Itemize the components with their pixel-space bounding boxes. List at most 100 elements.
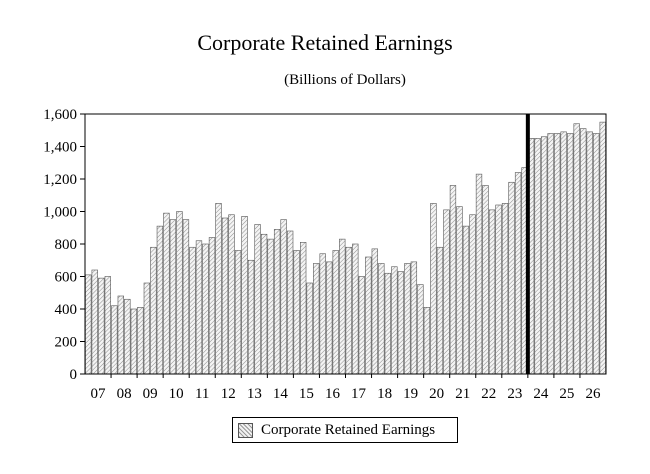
y-tick-label: 400	[55, 302, 78, 318]
bar	[547, 133, 554, 375]
chart-subtitle: (Billions of Dollars)	[284, 72, 406, 88]
bar	[215, 203, 222, 375]
bar	[580, 128, 587, 375]
y-tick-label: 0	[70, 367, 78, 383]
bar	[345, 246, 352, 375]
bar	[397, 271, 405, 375]
x-tick-label: 11	[195, 386, 209, 402]
bar	[169, 219, 177, 375]
bar	[150, 246, 157, 375]
x-tick-label: 07	[91, 386, 107, 402]
bar	[495, 204, 502, 375]
bar	[98, 277, 105, 375]
bar	[267, 238, 274, 375]
x-tick-label: 12	[221, 386, 236, 402]
bar	[228, 214, 235, 375]
bar	[221, 217, 229, 375]
bar	[423, 307, 431, 375]
y-tick-label: 1,400	[43, 140, 77, 156]
x-tick-label: 13	[247, 386, 262, 402]
bar	[482, 185, 489, 375]
x-tick-label: 09	[143, 386, 158, 402]
bar	[319, 253, 326, 375]
bar	[378, 263, 385, 375]
legend: Corporate Retained Earnings	[232, 417, 458, 443]
plot-frame	[84, 113, 607, 375]
bar	[195, 240, 203, 375]
bar	[475, 173, 483, 375]
y-tick-label: 600	[55, 270, 78, 286]
bar-series	[85, 121, 606, 375]
bar	[280, 219, 287, 375]
bar	[417, 284, 424, 375]
bar	[553, 133, 561, 375]
plot-border	[84, 113, 607, 375]
x-tick-label: 23	[507, 386, 522, 402]
chart-title: Corporate Retained Earnings	[197, 30, 453, 55]
bar	[384, 272, 391, 375]
x-tick-label: 21	[455, 386, 470, 402]
bar	[514, 172, 522, 375]
bar	[560, 131, 567, 375]
bar	[443, 209, 450, 375]
bar	[332, 250, 339, 375]
bar	[358, 276, 365, 375]
x-tick-label: 26	[585, 386, 601, 402]
bar	[156, 225, 164, 375]
y-tick-label: 1,200	[43, 172, 77, 188]
x-axis: 07 08 09 10 11 12 13 14 15 16 17 18 19 20 21 22 23 24 25 26	[91, 374, 601, 402]
legend-swatch	[238, 422, 253, 438]
bar	[85, 274, 92, 375]
bar	[137, 307, 144, 375]
bar	[365, 256, 372, 375]
y-tick-label: 1,000	[43, 205, 77, 221]
bar	[534, 138, 541, 375]
y-axis: 0 200 400 600 800 1,000 1,200 1,400 1,600	[43, 107, 85, 383]
x-tick-label: 18	[377, 386, 392, 402]
bar	[449, 185, 457, 375]
bar	[111, 305, 118, 375]
bar	[404, 263, 411, 375]
bar	[462, 225, 470, 375]
x-tick-label: 17	[351, 386, 367, 402]
x-tick-label: 16	[325, 386, 341, 402]
bar	[339, 238, 346, 375]
bar	[508, 181, 515, 375]
legend-label: Corporate Retained Earnings	[261, 421, 436, 438]
bar	[313, 263, 320, 375]
x-tick-label: 08	[117, 386, 132, 402]
x-tick-label: 10	[169, 386, 184, 402]
bar	[430, 203, 437, 375]
bar	[488, 209, 496, 375]
bar	[599, 121, 606, 375]
bar	[501, 203, 509, 375]
bar	[306, 282, 313, 375]
bar	[391, 266, 398, 375]
x-tick-label: 14	[273, 386, 289, 402]
bar	[176, 211, 183, 375]
bar	[573, 123, 580, 375]
bar	[586, 131, 593, 375]
bar	[567, 133, 574, 375]
bar	[130, 308, 138, 375]
y-tick-label: 200	[55, 335, 78, 351]
bar	[254, 224, 261, 375]
bar	[273, 229, 281, 375]
x-tick-label: 19	[403, 386, 418, 402]
x-tick-label: 15	[299, 386, 314, 402]
bar	[456, 206, 463, 375]
bar	[234, 250, 242, 375]
bar	[143, 282, 151, 375]
bar	[104, 276, 111, 375]
x-tick-label: 24	[533, 386, 549, 402]
bar	[293, 250, 300, 375]
bar	[117, 295, 124, 375]
y-tick-label: 1,600	[43, 107, 77, 123]
bar	[202, 243, 209, 375]
bar	[91, 269, 98, 375]
bar	[326, 261, 333, 375]
bar	[124, 298, 131, 375]
bar	[208, 237, 216, 375]
x-tick-label: 22	[481, 386, 496, 402]
